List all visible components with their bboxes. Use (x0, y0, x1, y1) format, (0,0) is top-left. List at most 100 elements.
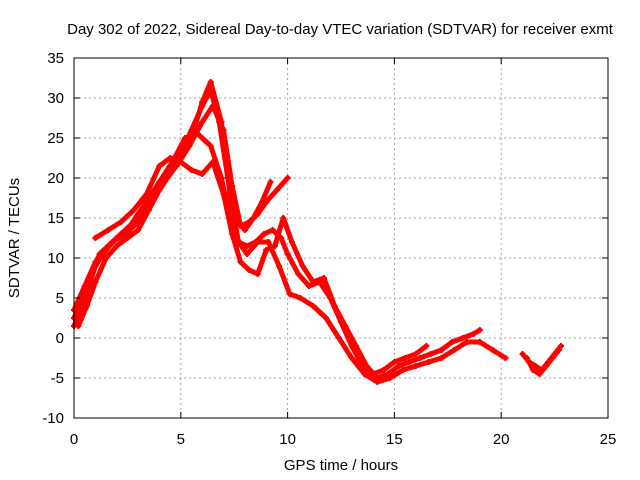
data-point (342, 323, 349, 329)
data-point (310, 303, 317, 309)
data-point (244, 251, 250, 257)
y-tick-label: -10 (42, 410, 64, 427)
plot-frame (73, 57, 609, 419)
data-point (92, 235, 99, 241)
data-point (135, 227, 142, 233)
y-tick-label: 0 (56, 330, 64, 347)
data-point (280, 215, 287, 221)
data-point (177, 159, 184, 165)
data-point (476, 327, 483, 333)
data-point (380, 367, 387, 373)
data-point (449, 339, 456, 345)
axis-ticks: -10 -5 0 5 10 15 20 25 30 35 0 5 10 15 20 25 (42, 50, 616, 448)
data-point (395, 363, 402, 369)
data-point (207, 143, 214, 149)
data-point (271, 243, 278, 249)
data-point (273, 187, 280, 193)
data-point (265, 239, 272, 245)
data-point (263, 247, 270, 253)
data-point (464, 339, 470, 345)
data-point (218, 119, 225, 125)
data-point (284, 175, 291, 181)
data-point (412, 363, 419, 369)
data-point (103, 255, 109, 261)
data-point (113, 243, 120, 249)
series-line-arc-4 (75, 79, 508, 385)
y-tick-label: 10 (47, 250, 64, 267)
data-point (459, 335, 466, 341)
data-point (75, 323, 82, 329)
data-point (156, 179, 163, 185)
data-point (124, 235, 131, 241)
data-point (530, 367, 537, 373)
series-line-arc-7 (524, 347, 562, 377)
data-point (92, 259, 99, 265)
data-point (399, 367, 406, 373)
data-point (237, 259, 244, 265)
data-point (81, 283, 88, 289)
data-point (555, 347, 562, 353)
data-point (417, 355, 423, 361)
data-point (130, 219, 137, 225)
data-point (335, 335, 342, 341)
y-tick-label: 35 (47, 50, 64, 67)
data-point (391, 359, 398, 365)
x-tick-label: 15 (386, 431, 403, 448)
x-tick-label: 25 (600, 431, 617, 448)
data-point (254, 211, 261, 217)
data-point (284, 251, 291, 257)
data-point (438, 347, 445, 353)
data-point (470, 331, 477, 337)
data-point (199, 99, 206, 105)
data-point (261, 231, 268, 237)
data-point (254, 239, 261, 245)
data-point (286, 291, 293, 297)
x-tick-label: 10 (279, 431, 296, 448)
data-point (297, 295, 304, 301)
data-point (182, 135, 189, 141)
x-axis-label: GPS time / hours (284, 457, 398, 474)
data-point (353, 343, 359, 349)
data-point (194, 131, 201, 137)
y-tick-label: 25 (47, 130, 64, 147)
y-axis-label: SDTVAR / TECUs (6, 178, 23, 298)
data-point (374, 375, 381, 381)
data-point (406, 359, 413, 365)
data-point (425, 359, 432, 365)
data-point (105, 243, 112, 249)
data-point (427, 351, 434, 357)
data-point (130, 207, 137, 213)
data-point (199, 119, 206, 125)
data-point (237, 223, 244, 229)
data-point (269, 227, 276, 233)
data-point (536, 371, 543, 377)
data-point (310, 279, 317, 285)
data-point (387, 375, 394, 381)
data-point (502, 355, 509, 361)
data-point (323, 315, 329, 321)
chart-title: Day 302 of 2022, Sidereal Day-to-day VTE… (67, 21, 614, 38)
data-point (167, 171, 174, 177)
data-point (92, 279, 99, 285)
data-point (402, 355, 409, 361)
data-point (476, 339, 483, 345)
data-point (523, 355, 530, 361)
data-point (276, 263, 283, 269)
data-point (385, 371, 391, 377)
data-point (254, 271, 261, 277)
data-point (156, 187, 163, 193)
series-line-arc-1 (71, 87, 273, 329)
data-point (143, 191, 150, 197)
y-tick-label: 5 (56, 290, 64, 307)
data-point (549, 355, 556, 361)
data-point (118, 219, 124, 225)
data-point (543, 363, 550, 369)
x-tick-label: 20 (493, 431, 510, 448)
data-point (188, 167, 195, 173)
data-point (118, 231, 124, 237)
data-point (299, 263, 306, 269)
data-point (207, 79, 214, 85)
data-point (167, 155, 174, 161)
data-point (306, 283, 312, 289)
